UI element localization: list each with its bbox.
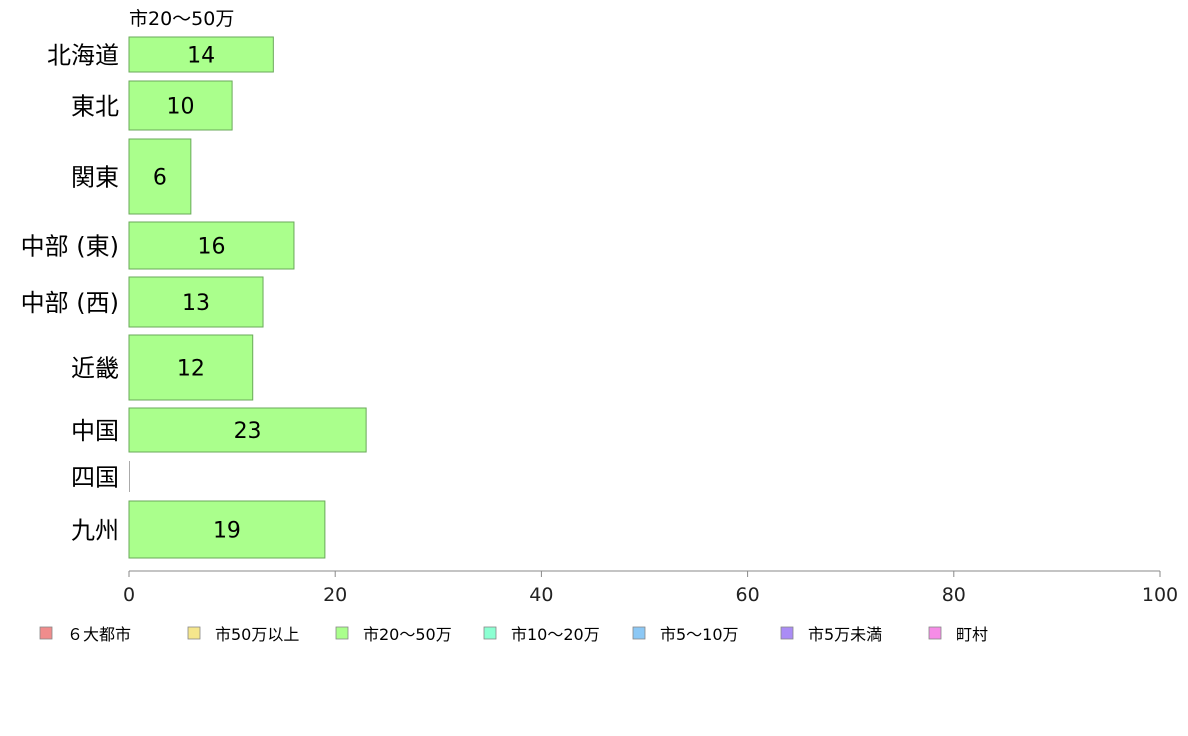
legend-label: 市50万以上 <box>215 625 299 644</box>
legend: ６大都市 市50万以上 市20～50万 市10～20万 市5～10万 市5万未満 町村 <box>39 625 988 644</box>
value-label: 14 <box>187 44 215 69</box>
value-label: 6 <box>153 166 167 191</box>
legend-label: 市20～50万 <box>363 625 452 644</box>
value-label: 10 <box>167 95 195 120</box>
legend-label: 市10～20万 <box>511 625 600 644</box>
bars <box>128 36 367 559</box>
category-label: 中国 <box>71 417 119 445</box>
bar <box>128 221 295 270</box>
legend-swatch <box>39 626 53 640</box>
legend-item: 市5万未満 <box>780 625 882 644</box>
bar <box>128 276 264 328</box>
legend-item: ６大都市 <box>39 625 131 644</box>
bar <box>128 36 274 73</box>
bar <box>128 80 233 131</box>
legend-item: 市20～50万 <box>335 625 452 644</box>
value-label: 16 <box>197 235 225 260</box>
bar <box>128 500 326 559</box>
x-tick-label: 40 <box>529 584 553 606</box>
legend-label: 市5～10万 <box>660 625 739 644</box>
x-axis: 0 20 40 60 80 100 <box>123 570 1178 606</box>
legend-swatch <box>187 626 201 640</box>
legend-item: 市50万以上 <box>187 625 299 644</box>
value-label: 19 <box>213 519 241 544</box>
category-label: 中部 (西) <box>21 289 119 317</box>
value-label: 12 <box>177 357 205 382</box>
x-tick-label: 20 <box>323 584 347 606</box>
value-labels: 14 10 6 16 13 12 23 19 <box>153 44 262 544</box>
category-label: 関東 <box>71 164 119 192</box>
legend-label: 市5万未満 <box>808 625 882 644</box>
bar <box>128 138 192 215</box>
legend-swatch <box>780 626 794 640</box>
chart-title: 市20～50万 <box>129 8 234 30</box>
value-label: 23 <box>234 419 262 444</box>
category-label: 東北 <box>71 93 119 121</box>
legend-swatch <box>632 626 646 640</box>
category-label: 近畿 <box>71 355 119 383</box>
x-tick-label: 100 <box>1142 584 1178 606</box>
legend-label: ６大都市 <box>67 625 131 644</box>
legend-item: 町村 <box>928 625 988 644</box>
legend-item: 市5～10万 <box>632 625 739 644</box>
bar <box>128 334 254 401</box>
legend-swatch <box>335 626 349 640</box>
value-label: 13 <box>182 291 210 316</box>
category-label: 中部 (東) <box>21 233 119 261</box>
x-tick-label: 60 <box>736 584 760 606</box>
category-label: 北海道 <box>47 42 119 70</box>
category-label: 九州 <box>71 517 119 545</box>
legend-item: 市10～20万 <box>483 625 600 644</box>
category-label: 四国 <box>71 464 119 492</box>
legend-swatch <box>928 626 942 640</box>
legend-swatch <box>483 626 497 640</box>
x-tick-label: 0 <box>123 584 135 606</box>
x-tick-label: 80 <box>942 584 966 606</box>
bar <box>128 407 367 453</box>
legend-label: 町村 <box>956 625 988 644</box>
